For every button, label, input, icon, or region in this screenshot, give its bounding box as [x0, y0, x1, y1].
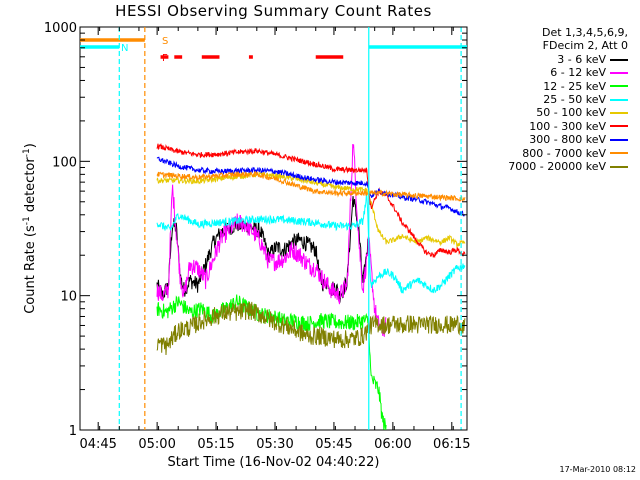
legend-label: 100 - 300 keV [529, 119, 606, 133]
x-axis-label: Start Time (16-Nov-02 04:40:22) [168, 455, 380, 470]
legend-label: 300 - 800 keV [529, 133, 606, 147]
x-tick-label: 05:00 [138, 437, 175, 452]
legend-label: 50 - 100 keV [536, 106, 606, 120]
chart-title: HESSI Observing Summary Count Rates [115, 2, 432, 20]
legend-entry: 7000 - 20000 keV [478, 160, 636, 173]
legend-swatch [610, 85, 628, 88]
legend-entry: 12 - 25 keV [478, 80, 636, 93]
series-line [156, 143, 466, 259]
legend-label: 6 - 12 keV [550, 66, 606, 80]
legend-swatch [610, 152, 628, 155]
x-tick-label: 05:15 [197, 437, 234, 452]
flag-label: S [162, 36, 168, 47]
series-line [156, 170, 466, 249]
legend-swatch [610, 71, 628, 74]
x-tick-label: 05:45 [315, 437, 352, 452]
flag-label: N [121, 43, 128, 54]
legend-label: 12 - 25 keV [543, 79, 606, 93]
series-line [156, 301, 466, 356]
legend-entry: 100 - 300 keV [478, 120, 636, 133]
series-line [156, 144, 387, 337]
y-tick-label: 1 [69, 424, 77, 439]
series-line [156, 294, 387, 431]
y-tick-label: 100 [52, 155, 77, 170]
legend-header-line: Det 1,3,4,5,6,9, [541, 26, 628, 39]
legend-label: 25 - 50 keV [543, 92, 606, 106]
legend-entry: 800 - 7000 keV [478, 147, 636, 160]
series-line [156, 193, 466, 294]
legend-entry: 3 - 6 keV [478, 53, 636, 66]
legend-header-line: FDecim 2, Att 0 [542, 39, 628, 53]
y-tick-label: 1000 [44, 21, 77, 36]
series-line [156, 156, 465, 217]
series-line [156, 170, 466, 202]
x-tick-label: 04:45 [79, 437, 116, 452]
legend-entry: 25 - 50 keV [478, 93, 636, 106]
legend-swatch [610, 165, 628, 168]
legend-swatch [610, 58, 628, 61]
legend-label: 7000 - 20000 keV [508, 159, 606, 173]
legend-entry: 50 - 100 keV [478, 106, 636, 119]
plot-frame [79, 26, 468, 431]
x-tick-label: 05:30 [256, 437, 293, 452]
legend-swatch [610, 98, 628, 101]
x-tick-label: 06:00 [374, 437, 411, 452]
legend-swatch [610, 125, 628, 128]
y-tick-label: 10 [60, 290, 77, 305]
flag-label: F [162, 53, 168, 64]
timestamp: 17-Mar-2010 08:12 [559, 465, 637, 474]
legend-label: 800 - 7000 keV [522, 146, 606, 160]
legend-label: 3 - 6 keV [557, 52, 606, 66]
legend-swatch [610, 112, 628, 115]
y-axis-label: Count Rate (s-1 detector-1) [22, 143, 38, 314]
legend: Det 1,3,4,5,6,9, FDecim 2, Att 0 3 - 6 k… [478, 26, 636, 173]
legend-entry: 6 - 12 keV [478, 66, 636, 79]
x-tick-label: 06:15 [433, 437, 470, 452]
legend-entry: 300 - 800 keV [478, 133, 636, 146]
legend-swatch [610, 138, 628, 141]
